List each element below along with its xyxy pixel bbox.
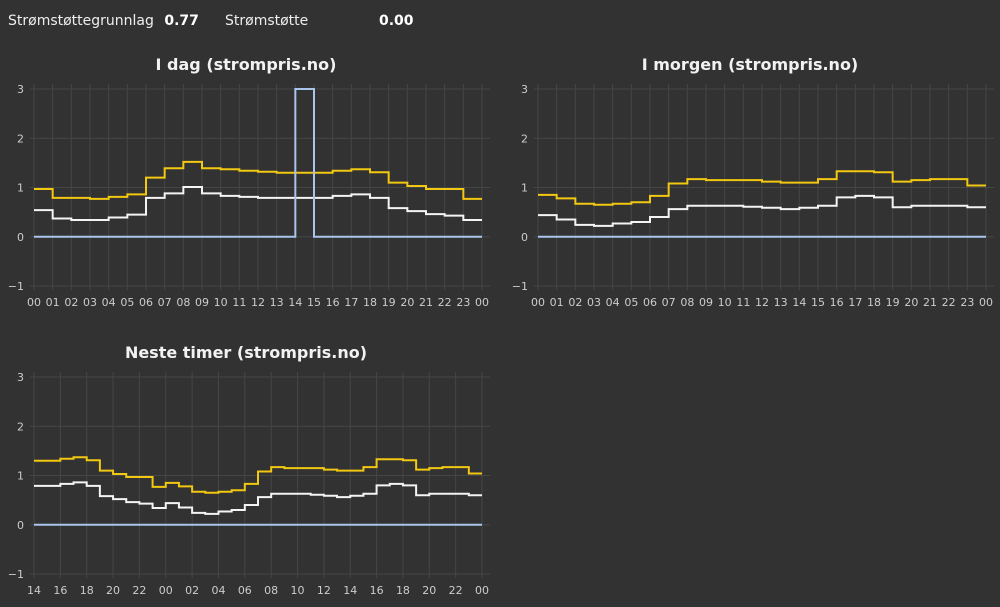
x-tick-label: 08 [680, 296, 694, 309]
x-tick-label: 03 [587, 296, 601, 309]
x-tick-label: 05 [120, 296, 134, 309]
x-tick-label: 16 [53, 584, 67, 597]
x-tick-label: 09 [195, 296, 209, 309]
x-tick-label: 06 [139, 296, 153, 309]
x-tick-label: 04 [102, 296, 116, 309]
chart-title-tomorrow: I morgen (strompris.no) [641, 55, 859, 74]
support-basis-value: 0.77 [164, 13, 199, 29]
x-tick-label: 00 [475, 296, 489, 309]
y-tick-label: 1 [521, 182, 528, 195]
x-tick-label: 23 [456, 296, 470, 309]
x-tick-label: 05 [624, 296, 638, 309]
x-tick-label: 06 [643, 296, 657, 309]
x-tick-label: 08 [176, 296, 190, 309]
x-tick-label: 22 [438, 296, 452, 309]
series-line-price [34, 456, 482, 494]
x-tick-label: 20 [106, 584, 120, 597]
x-tick-label: 18 [396, 584, 410, 597]
y-tick-label: 0 [17, 519, 24, 532]
support-basis-label: Strømstøttegrunnlag [8, 13, 154, 29]
x-tick-label: 15 [811, 296, 825, 309]
x-tick-label: 11 [736, 296, 750, 309]
x-tick-label: 10 [214, 296, 228, 309]
x-tick-label: 10 [718, 296, 732, 309]
x-tick-label: 01 [550, 296, 564, 309]
x-tick-label: 13 [774, 296, 788, 309]
series-line-support [34, 88, 482, 238]
series-line-price-ex [538, 194, 986, 227]
y-tick-label: 3 [17, 83, 24, 96]
x-tick-label: 19 [382, 296, 396, 309]
x-tick-label: 00 [531, 296, 545, 309]
x-tick-label: 02 [568, 296, 582, 309]
x-tick-label: 22 [132, 584, 146, 597]
x-tick-label: 18 [867, 296, 881, 309]
x-tick-label: 21 [923, 296, 937, 309]
x-tick-label: 17 [344, 296, 358, 309]
x-tick-label: 23 [960, 296, 974, 309]
x-tick-label: 19 [886, 296, 900, 309]
x-tick-label: 14 [27, 584, 41, 597]
series-line-price [34, 160, 482, 200]
y-tick-label: 3 [521, 83, 528, 96]
x-tick-label: 12 [251, 296, 265, 309]
y-tick-label: 1 [17, 182, 24, 195]
x-tick-label: 13 [270, 296, 284, 309]
x-tick-label: 03 [83, 296, 97, 309]
x-tick-label: 04 [606, 296, 620, 309]
x-tick-label: 14 [792, 296, 806, 309]
x-tick-label: 04 [211, 584, 225, 597]
y-tick-label: 2 [17, 420, 24, 433]
y-tick-label: −1 [512, 280, 528, 293]
y-tick-label: 2 [521, 132, 528, 145]
x-tick-label: 12 [755, 296, 769, 309]
x-tick-label: 15 [307, 296, 321, 309]
x-tick-label: 08 [264, 584, 278, 597]
y-tick-label: 0 [17, 231, 24, 244]
x-tick-label: 02 [64, 296, 78, 309]
x-tick-label: 00 [979, 296, 993, 309]
x-tick-label: 20 [904, 296, 918, 309]
x-tick-label: 02 [185, 584, 199, 597]
header-bar: Strømstøttegrunnlag 0.77 Strømstøtte 0.0… [8, 13, 428, 29]
series-line-price-ex [34, 481, 482, 515]
chart-title-next-hours: Neste timer (strompris.no) [124, 343, 368, 362]
y-tick-label: −1 [8, 280, 24, 293]
x-tick-label: 01 [46, 296, 60, 309]
x-tick-label: 18 [80, 584, 94, 597]
x-tick-label: 00 [475, 584, 489, 597]
x-tick-label: 22 [942, 296, 956, 309]
x-tick-label: 20 [422, 584, 436, 597]
y-tick-label: 0 [521, 231, 528, 244]
x-tick-label: 07 [662, 296, 676, 309]
x-tick-label: 06 [238, 584, 252, 597]
y-tick-label: 1 [17, 470, 24, 483]
x-tick-label: 11 [232, 296, 246, 309]
x-tick-label: 09 [699, 296, 713, 309]
x-tick-label: 00 [27, 296, 41, 309]
x-tick-label: 16 [830, 296, 844, 309]
x-tick-label: 16 [326, 296, 340, 309]
x-tick-label: 20 [400, 296, 414, 309]
y-tick-label: 2 [17, 132, 24, 145]
support-label: Strømstøtte [225, 13, 309, 29]
series-line-price-ex [34, 186, 482, 222]
x-tick-label: 17 [848, 296, 862, 309]
x-tick-label: 16 [370, 584, 384, 597]
x-tick-label: 21 [419, 296, 433, 309]
support-value: 0.00 [379, 13, 414, 29]
x-tick-label: 07 [158, 296, 172, 309]
x-tick-label: 22 [449, 584, 463, 597]
x-tick-label: 10 [291, 584, 305, 597]
y-tick-label: 3 [17, 371, 24, 384]
series-line-price [538, 170, 986, 206]
x-tick-label: 12 [317, 584, 331, 597]
chart-title-today: I dag (strompris.no) [155, 55, 337, 74]
x-tick-label: 14 [288, 296, 302, 309]
y-tick-label: −1 [8, 568, 24, 581]
x-tick-label: 14 [343, 584, 357, 597]
x-tick-label: 00 [159, 584, 173, 597]
x-tick-label: 18 [363, 296, 377, 309]
